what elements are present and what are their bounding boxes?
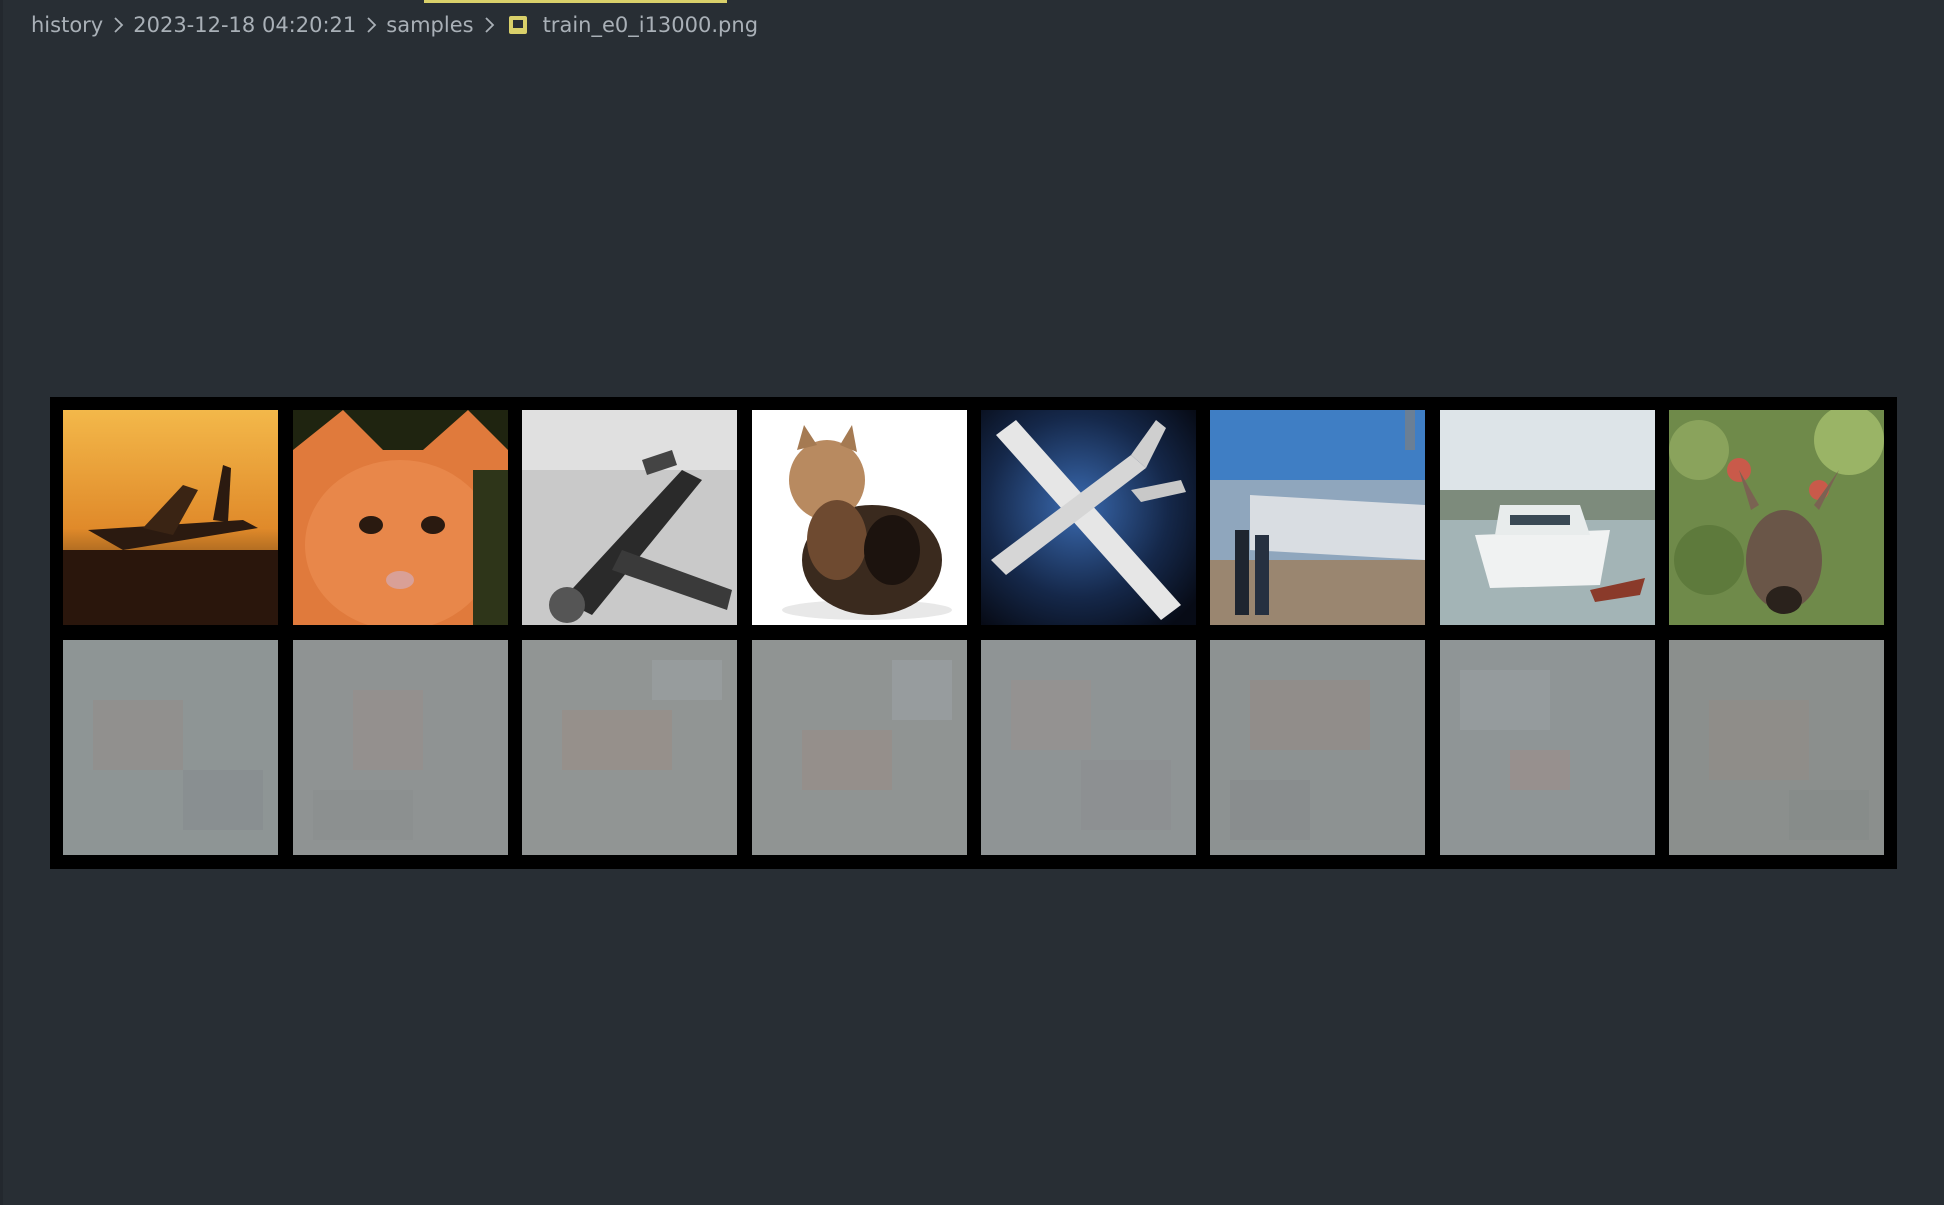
sample-tile-noise	[1669, 640, 1884, 855]
sample-tile	[1669, 410, 1884, 625]
sample-tile	[522, 410, 737, 625]
sample-tile-noise	[1440, 640, 1655, 855]
sample-tile	[752, 410, 967, 625]
sample-tile-noise	[752, 640, 967, 855]
airplane-grayscale-image	[522, 410, 737, 625]
image-file-icon	[507, 14, 529, 36]
sample-tile-noise	[522, 640, 737, 855]
deer-image	[1669, 410, 1884, 625]
airplane-blue-image	[981, 410, 1196, 625]
airplane-sunset-image	[63, 410, 278, 625]
breadcrumb: history 2023-12-18 04:20:21 samples trai…	[31, 9, 758, 41]
breadcrumb-item-run[interactable]: 2023-12-18 04:20:21	[133, 13, 357, 37]
ship-dock-image	[1210, 410, 1425, 625]
chevron-right-icon	[359, 13, 383, 37]
boat-harbor-image	[1440, 410, 1655, 625]
sample-tile	[1210, 410, 1425, 625]
chevron-right-icon	[477, 13, 501, 37]
sample-tile-noise	[981, 640, 1196, 855]
sample-tile-noise	[63, 640, 278, 855]
cat-face-image	[293, 410, 508, 625]
image-preview	[50, 397, 1897, 869]
sample-tile	[293, 410, 508, 625]
sample-tile	[1440, 410, 1655, 625]
chevron-right-icon	[106, 13, 130, 37]
sample-tile-noise	[293, 640, 508, 855]
active-tab-indicator	[424, 0, 727, 3]
sample-tile	[63, 410, 278, 625]
editor-left-border	[0, 0, 3, 1205]
sample-tile	[981, 410, 1196, 625]
kitten-image	[752, 410, 967, 625]
breadcrumb-item-file[interactable]: train_e0_i13000.png	[542, 13, 759, 37]
sample-tile-noise	[1210, 640, 1425, 855]
breadcrumb-item-samples[interactable]: samples	[386, 13, 474, 37]
breadcrumb-item-history[interactable]: history	[31, 13, 104, 37]
